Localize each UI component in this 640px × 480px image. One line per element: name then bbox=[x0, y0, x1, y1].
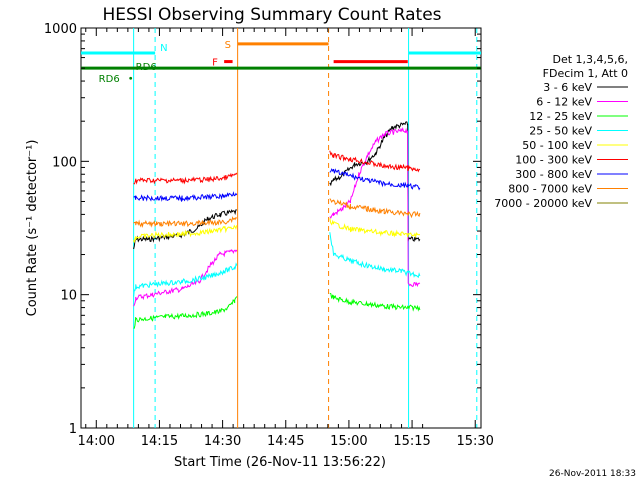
series-line-3 bbox=[133, 232, 421, 297]
legend-label-7: 800 - 7000 keV bbox=[508, 183, 592, 196]
series-line-0 bbox=[133, 121, 421, 250]
legend-label-0: 3 - 6 keV bbox=[543, 81, 592, 94]
x-tick-label-1: 14:15 bbox=[141, 434, 178, 449]
flag-bars: N SF RD6 RD6 bbox=[81, 40, 481, 85]
flag-label-rd6: RD6 bbox=[99, 74, 120, 85]
legend-label-6: 300 - 800 keV bbox=[515, 168, 592, 181]
series-line-7 bbox=[133, 198, 421, 228]
plot-frame bbox=[80, 27, 482, 429]
y-tick-label-2: 100 bbox=[52, 155, 77, 170]
x-tick-label-6: 15:30 bbox=[456, 434, 493, 449]
series-line-2 bbox=[133, 292, 421, 329]
legend-header-1: Det 1,3,4,5,6, bbox=[552, 53, 628, 66]
series-line-5 bbox=[133, 150, 421, 185]
series-line-4 bbox=[133, 218, 421, 243]
flag-label-f: F bbox=[212, 58, 218, 69]
legend-label-4: 50 - 100 keV bbox=[522, 139, 592, 152]
series-lines bbox=[133, 121, 421, 329]
x-tick-label-2: 14:30 bbox=[204, 434, 241, 449]
chart-title: HESSI Observing Summary Count Rates bbox=[102, 5, 441, 25]
y-axis-label: Count Rate (s⁻¹ detector⁻¹) bbox=[25, 140, 40, 317]
series-line-1 bbox=[133, 127, 421, 307]
legend-label-3: 25 - 50 keV bbox=[529, 125, 592, 138]
vertical-markers bbox=[133, 28, 478, 428]
legend-label-1: 6 - 12 keV bbox=[536, 96, 592, 109]
timestamp-footer: 26-Nov-2011 18:33 bbox=[549, 469, 636, 479]
x-tick-label-4: 15:00 bbox=[330, 434, 367, 449]
y-axis-ticks: 1 10 100 1000 bbox=[44, 22, 481, 437]
legend: Det 1,3,4,5,6, FDecim 1, Att 0 3 - 6 keV… bbox=[494, 53, 628, 210]
flag-label-n: N bbox=[160, 43, 167, 54]
y-tick-label-3: 1000 bbox=[44, 22, 77, 37]
x-tick-label-5: 15:15 bbox=[393, 434, 430, 449]
marker-0 bbox=[129, 76, 133, 80]
series-line-6 bbox=[133, 168, 421, 203]
plot-area bbox=[80, 27, 482, 429]
y-tick-label-1: 10 bbox=[60, 289, 77, 304]
legend-label-2: 12 - 25 keV bbox=[529, 110, 592, 123]
flag-label-s: S bbox=[225, 40, 231, 51]
x-tick-label-0: 14:00 bbox=[78, 434, 115, 449]
x-tick-label-3: 14:45 bbox=[267, 434, 304, 449]
x-axis-ticks: 14:00 14:15 14:30 14:45 15:00 15:15 15:30 bbox=[78, 28, 494, 449]
marker-label-0: RD6 bbox=[136, 62, 157, 73]
legend-label-8: 7000 - 20000 keV bbox=[494, 197, 592, 210]
legend-header-2: FDecim 1, Att 0 bbox=[543, 67, 628, 80]
x-axis-label: Start Time (26-Nov-11 13:56:22) bbox=[174, 455, 386, 470]
y-tick-label-0: 1 bbox=[69, 422, 77, 437]
legend-label-5: 100 - 300 keV bbox=[515, 154, 592, 167]
